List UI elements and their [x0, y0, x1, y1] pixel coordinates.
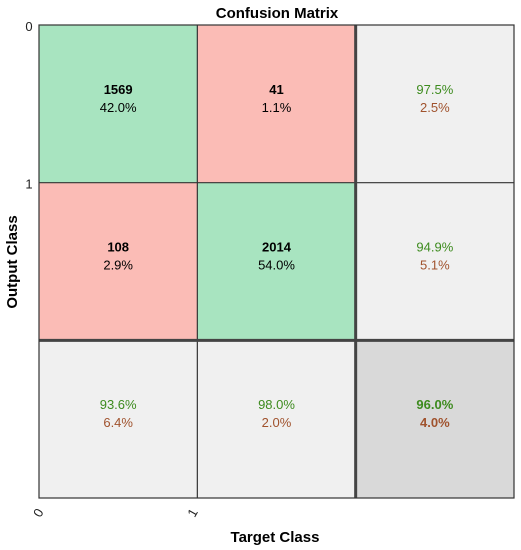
matrix-cell-value: 1569 [104, 82, 133, 97]
overall-accuracy-cell-value: 96.0% [416, 397, 453, 412]
matrix-cell-percent: 54.0% [258, 258, 295, 273]
overall-accuracy-cell-percent: 4.0% [420, 415, 450, 430]
row-summary-cell-value: 97.5% [416, 82, 453, 97]
row-summary-cell-value: 94.9% [416, 240, 453, 255]
row-summary-cell [355, 25, 514, 183]
col-summary-cell-percent: 6.4% [103, 415, 133, 430]
matrix-cell-percent: 2.9% [103, 258, 133, 273]
matrix-grid: 1569 42.0% 41 1.1% 97.5% 2.5% 108 2.9% 2014 54.0%… [25, 19, 515, 520]
matrix-cell [197, 25, 356, 183]
x-tick-label: 1 [184, 506, 201, 520]
col-summary-cell [39, 340, 198, 498]
matrix-cell-value: 108 [107, 240, 129, 255]
row-summary-cell-percent: 2.5% [420, 100, 450, 115]
chart-title: Confusion Matrix [216, 5, 339, 22]
matrix-cell-percent: 42.0% [100, 100, 137, 115]
matrix-border [38, 24, 515, 499]
matrix-cell [39, 25, 198, 183]
overall-accuracy-cell [355, 340, 514, 498]
matrix-cell [197, 182, 356, 341]
matrix-cell-value: 2014 [262, 240, 292, 255]
x-tick-label: 0 [30, 506, 47, 520]
col-summary-cell-value: 98.0% [258, 397, 295, 412]
matrix-cell-value: 41 [269, 82, 283, 97]
row-summary-cell-percent: 5.1% [420, 258, 450, 273]
y-axis-label: Output Class [4, 215, 21, 308]
y-tick-label: 1 [25, 177, 32, 192]
matrix-cell [39, 182, 198, 341]
y-tick-label: 0 [25, 19, 32, 34]
x-axis-label: Target Class [231, 529, 320, 546]
col-summary-cell-value: 93.6% [100, 397, 137, 412]
matrix-cell-percent: 1.1% [262, 100, 292, 115]
col-summary-cell-percent: 2.0% [262, 415, 292, 430]
col-summary-cell [197, 340, 356, 498]
row-summary-cell [355, 182, 514, 341]
